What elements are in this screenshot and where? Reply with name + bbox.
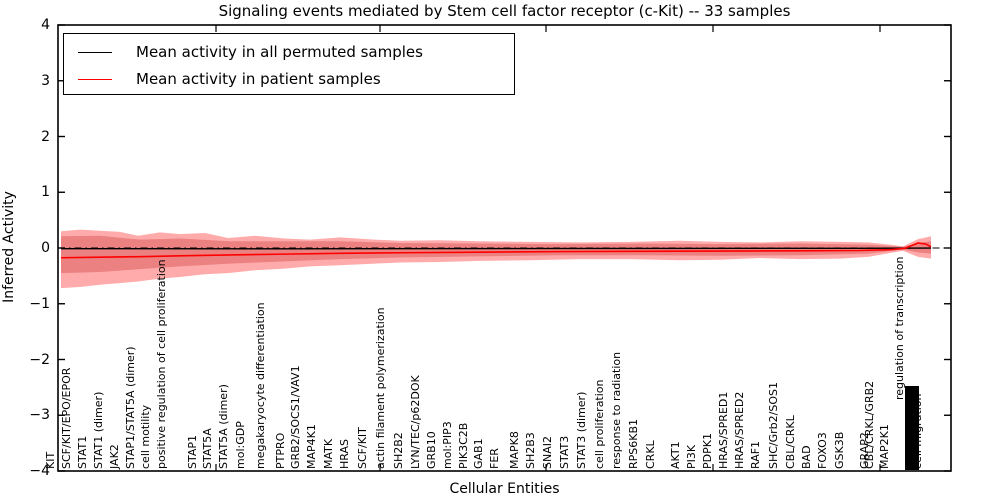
x-tick-label: STAT1 (dimer)	[92, 391, 105, 469]
x-tick-label: megakaryocyte differentiation	[254, 302, 267, 469]
x-tick-label: CBL/CRKL/GRB2	[863, 380, 876, 469]
legend-line-black	[78, 51, 112, 53]
y-tick-label: 0	[41, 240, 50, 256]
x-tick-label: PI3K	[685, 444, 698, 469]
x-tick-label: GSK3B	[833, 431, 846, 469]
x-tick-label: MAP4K1	[305, 424, 318, 469]
x-tick-label: GRB2/SOCS1/VAV1	[289, 365, 302, 469]
y-tick-label: 2	[41, 128, 50, 145]
x-tick-label: GRB10	[425, 431, 438, 469]
x-tick-label: FER	[488, 448, 501, 469]
y-tick-label: −4	[29, 463, 50, 479]
x-tick-label: MAPK8	[508, 431, 521, 469]
x-tick-label: cell proliferation	[593, 379, 606, 469]
legend-label-permuted: Mean activity in all permuted samples	[136, 43, 423, 61]
x-tick-label: RAF1	[749, 440, 762, 469]
x-tick-label: STAT1	[76, 435, 89, 469]
legend-entry-patient: Mean activity in patient samples	[64, 67, 381, 91]
permuted-mean-line	[60, 247, 932, 250]
y-tick-label: 1	[41, 184, 50, 201]
x-tick-label: SHC/Grb2/SOS1	[767, 382, 780, 469]
x-tick-label: actin filament polymerization	[374, 307, 387, 469]
x-tick-label: HRAS	[338, 439, 351, 469]
legend-box: Mean activity in all permuted samples Me…	[63, 33, 515, 95]
x-tick-label: PDPK1	[701, 433, 714, 469]
overlapping-labels-blob	[905, 386, 919, 470]
x-tick-label: STAT3 (dimer)	[575, 391, 588, 469]
confidence-band-outer	[61, 229, 931, 289]
chart-title: Signaling events mediated by Stem cell f…	[218, 2, 791, 20]
x-tick-label: RPS6KB1	[627, 418, 640, 469]
y-tick-label: −3	[29, 407, 50, 424]
patient-mean-line	[60, 242, 932, 259]
x-tick-label: AKT1	[669, 441, 682, 469]
x-tick-label: HRAS/SPRED1	[717, 391, 730, 469]
x-tick-label: regulation of transcription	[893, 256, 906, 400]
legend-entry-permuted: Mean activity in all permuted samples	[64, 40, 423, 64]
x-tick-label: MAP2K1	[878, 424, 891, 469]
x-tick-label: JAK2	[108, 444, 121, 469]
x-tick-label: PTPRO	[274, 432, 287, 469]
x-tick-label: LYN/TEC/p62DOK	[409, 375, 422, 469]
x-tick-label: SNAI2	[541, 436, 554, 469]
x-tick-label: CRKL	[644, 440, 657, 469]
x-axis-label: Cellular Entities	[449, 481, 560, 497]
x-tick-label: mol:PIP3	[441, 421, 454, 469]
x-tick-label: MATK	[322, 438, 335, 469]
legend-label-patient: Mean activity in patient samples	[136, 70, 381, 88]
x-tick-label: STAP1	[186, 434, 199, 469]
y-tick-label: −1	[29, 295, 50, 312]
x-tick-label: SH2B2	[392, 432, 405, 469]
x-tick-label: STAT3	[558, 435, 571, 469]
x-tick-label: STAP1/STAT5A (dimer)	[124, 346, 137, 469]
x-tick-label: response to radiation	[610, 351, 623, 469]
confidence-band-inner	[61, 235, 931, 274]
x-tick-label: PIK3C2B	[457, 422, 470, 469]
x-tick-label: positive regulation of cell proliferatio…	[155, 259, 168, 469]
x-tick-label: STAT5A	[201, 428, 214, 469]
y-tick-label: 4	[41, 17, 50, 33]
x-tick-label: cell motility	[139, 404, 152, 469]
x-tick-label: SH2B3	[524, 432, 537, 469]
x-tick-label: HRAS/SPRED2	[733, 391, 746, 469]
x-tick-label: STAT5A (dimer)	[217, 384, 230, 469]
x-tick-label: CBL/CRKL	[784, 415, 797, 469]
x-tick-label: BAD	[800, 445, 813, 469]
x-tick-label: FOXO3	[816, 432, 829, 469]
x-tick-label: GAB1	[472, 438, 485, 469]
x-tick-label: mol:GDP	[234, 421, 247, 469]
x-tick-label: SCF/KIT	[356, 427, 369, 469]
legend-line-red	[78, 78, 112, 80]
x-tick-label: SCF/KIT/EPO/EPOR	[60, 367, 73, 469]
y-tick-label: 3	[41, 72, 50, 89]
y-tick-label: −2	[29, 351, 50, 368]
